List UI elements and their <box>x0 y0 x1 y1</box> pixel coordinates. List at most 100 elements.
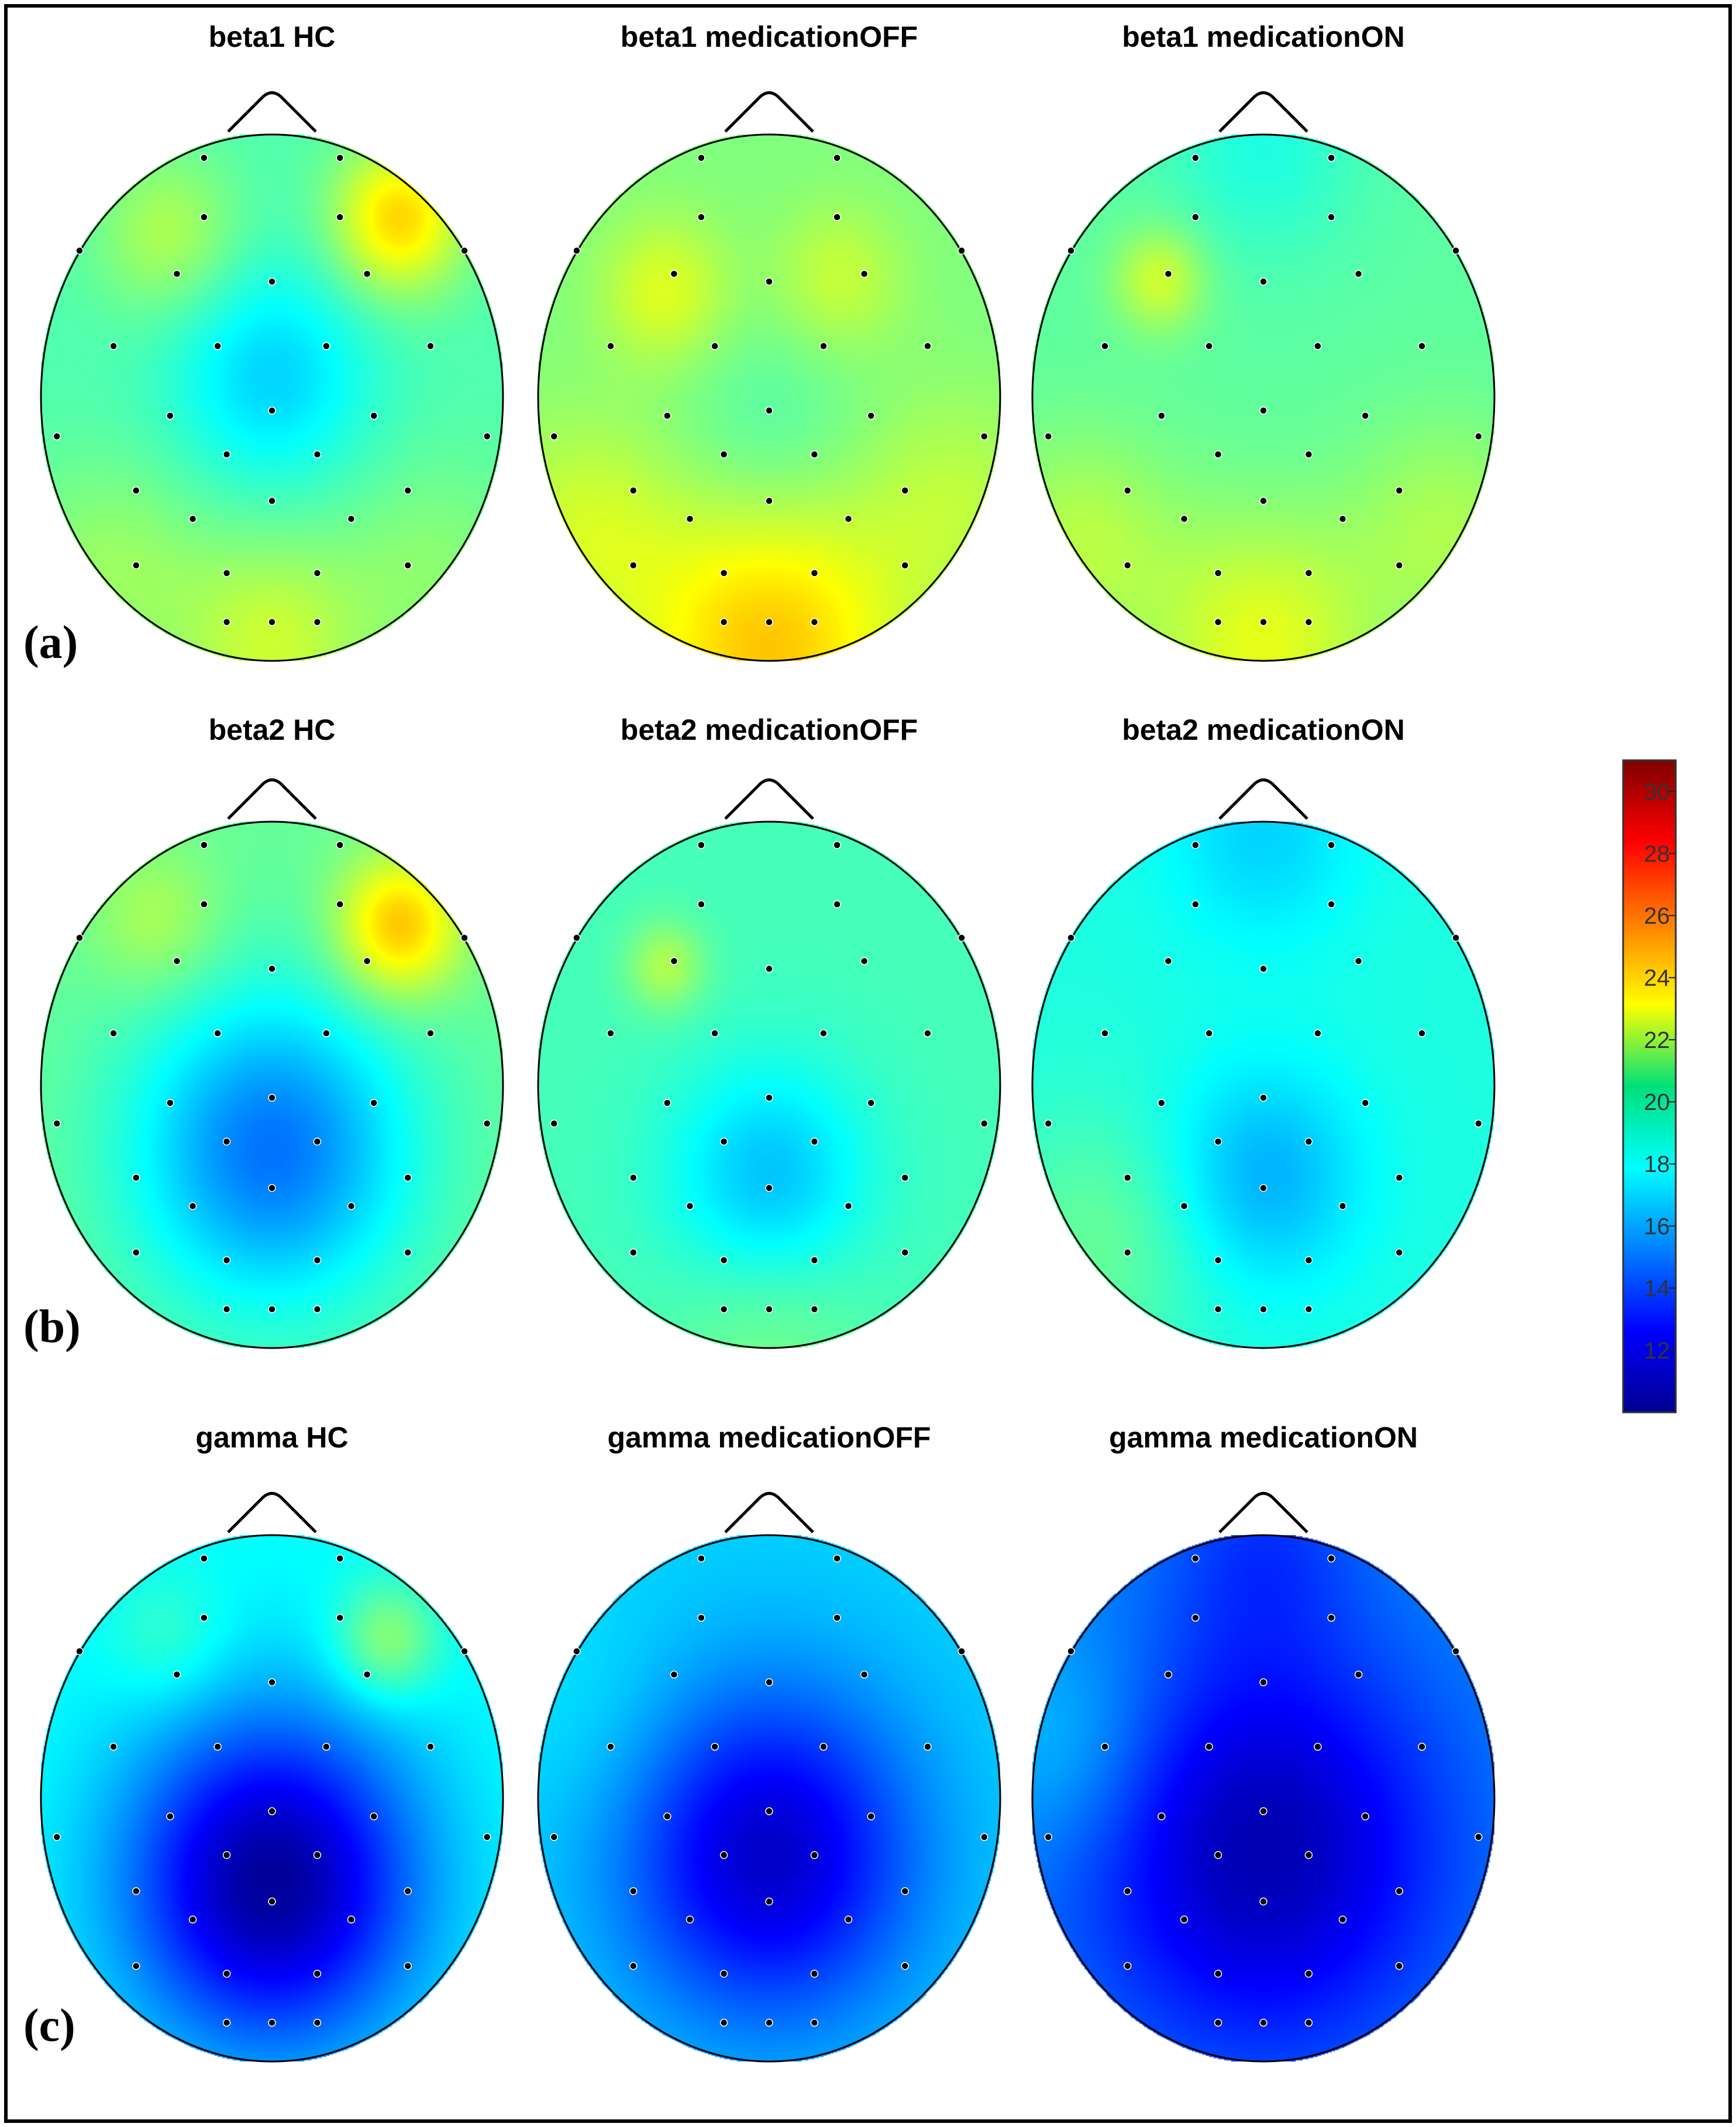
electrode <box>833 154 841 162</box>
electrode <box>53 1833 61 1841</box>
electrode <box>711 342 719 350</box>
head-outline <box>40 821 504 1349</box>
electrode <box>765 277 773 286</box>
topomap-gamma-1: gamma medicationOFF <box>537 1421 1001 2063</box>
electrode <box>1259 1678 1267 1687</box>
electrode <box>1474 1833 1483 1841</box>
electrode <box>1164 1670 1173 1679</box>
electrode <box>833 1554 841 1563</box>
head-outline <box>537 821 1001 1349</box>
nose-icon <box>1218 778 1308 820</box>
electrode <box>765 618 773 626</box>
electrode <box>1327 1554 1335 1563</box>
head-outline <box>40 1534 504 2063</box>
electrode <box>1123 561 1132 570</box>
electrode <box>268 497 276 505</box>
electrode <box>460 246 469 255</box>
electrode <box>629 1961 638 1970</box>
electrode <box>1044 432 1053 440</box>
electrode <box>313 2018 322 2027</box>
electrode <box>573 933 581 942</box>
topomap-beta1-0: beta1 HC <box>40 20 504 662</box>
electrode <box>200 1554 208 1563</box>
electrode <box>1214 1137 1222 1146</box>
electrode <box>268 277 276 286</box>
electrode <box>75 933 84 942</box>
colorbar-tick-label: 22 <box>1644 1028 1670 1053</box>
electrode <box>109 1743 118 1751</box>
electrode <box>629 1174 638 1182</box>
electrode <box>268 2018 276 2027</box>
colorbar-tick-label: 18 <box>1644 1152 1670 1177</box>
electrode <box>765 964 773 973</box>
topomap-heatmap <box>1032 1535 1494 2061</box>
electrode <box>573 246 581 255</box>
electrode <box>980 1833 988 1841</box>
electrode <box>347 515 356 523</box>
electrode <box>1304 1851 1313 1859</box>
nose-icon <box>227 91 317 133</box>
electrode <box>222 2018 231 2027</box>
electrode <box>336 1554 344 1563</box>
colorbar-tick-label: 16 <box>1644 1214 1670 1239</box>
electrode <box>213 342 222 350</box>
electrode <box>1259 1094 1267 1102</box>
map-title: beta2 medicationON <box>1122 713 1404 746</box>
electrode <box>810 1970 819 1978</box>
head-outline <box>537 1534 1001 2063</box>
electrode <box>166 1099 174 1107</box>
electrode <box>404 1248 412 1257</box>
electrode <box>313 1137 322 1146</box>
electrode <box>1214 1970 1222 1978</box>
electrode <box>1123 487 1132 495</box>
electrode <box>629 487 638 495</box>
electrode <box>268 964 276 973</box>
electrode <box>268 1094 276 1102</box>
electrode <box>765 1184 773 1192</box>
electrode <box>1354 270 1363 278</box>
topomap-beta2-0: beta2 HC <box>40 713 504 1349</box>
topomap-heatmap <box>538 1535 1000 2061</box>
electrode <box>810 1305 819 1314</box>
electrode <box>1327 900 1335 909</box>
electrode <box>1259 406 1267 415</box>
topomap-beta1-1: beta1 medicationOFF <box>537 20 1001 662</box>
electrode <box>404 561 412 570</box>
electrode <box>460 933 469 942</box>
electrode <box>765 1678 773 1687</box>
electrode <box>1259 618 1267 626</box>
electrode <box>957 1647 966 1656</box>
electrode <box>697 900 705 909</box>
electrode <box>1474 432 1483 440</box>
electrode <box>222 618 231 626</box>
electrode <box>765 1897 773 1906</box>
electrode <box>1395 561 1404 570</box>
electrode <box>719 1137 728 1146</box>
electrode <box>404 1961 412 1970</box>
electrode <box>901 1248 910 1257</box>
electrode <box>1214 2018 1222 2027</box>
electrode <box>200 841 208 849</box>
electrode <box>404 487 412 495</box>
electrode <box>980 1119 988 1128</box>
head-outline <box>1031 821 1496 1349</box>
electrode <box>719 450 728 459</box>
topomap-beta2-1: beta2 medicationOFF <box>537 713 1001 1349</box>
electrode <box>1214 618 1222 626</box>
electrode <box>336 213 344 222</box>
electrode <box>765 1094 773 1102</box>
electrode <box>1452 933 1460 942</box>
electrode <box>1395 1248 1404 1257</box>
electrode <box>819 1743 828 1751</box>
electrode <box>810 1256 819 1264</box>
map-title: gamma medicationON <box>1109 1421 1418 1454</box>
electrode <box>222 569 231 577</box>
topomap-heatmap <box>41 822 503 1348</box>
electrode <box>1304 2018 1313 2027</box>
electrode <box>1259 1305 1267 1314</box>
electrode <box>629 1887 638 1895</box>
electrode <box>1314 1029 1322 1037</box>
electrode <box>697 154 705 162</box>
electrode <box>719 1256 728 1264</box>
electrode <box>867 1099 875 1107</box>
